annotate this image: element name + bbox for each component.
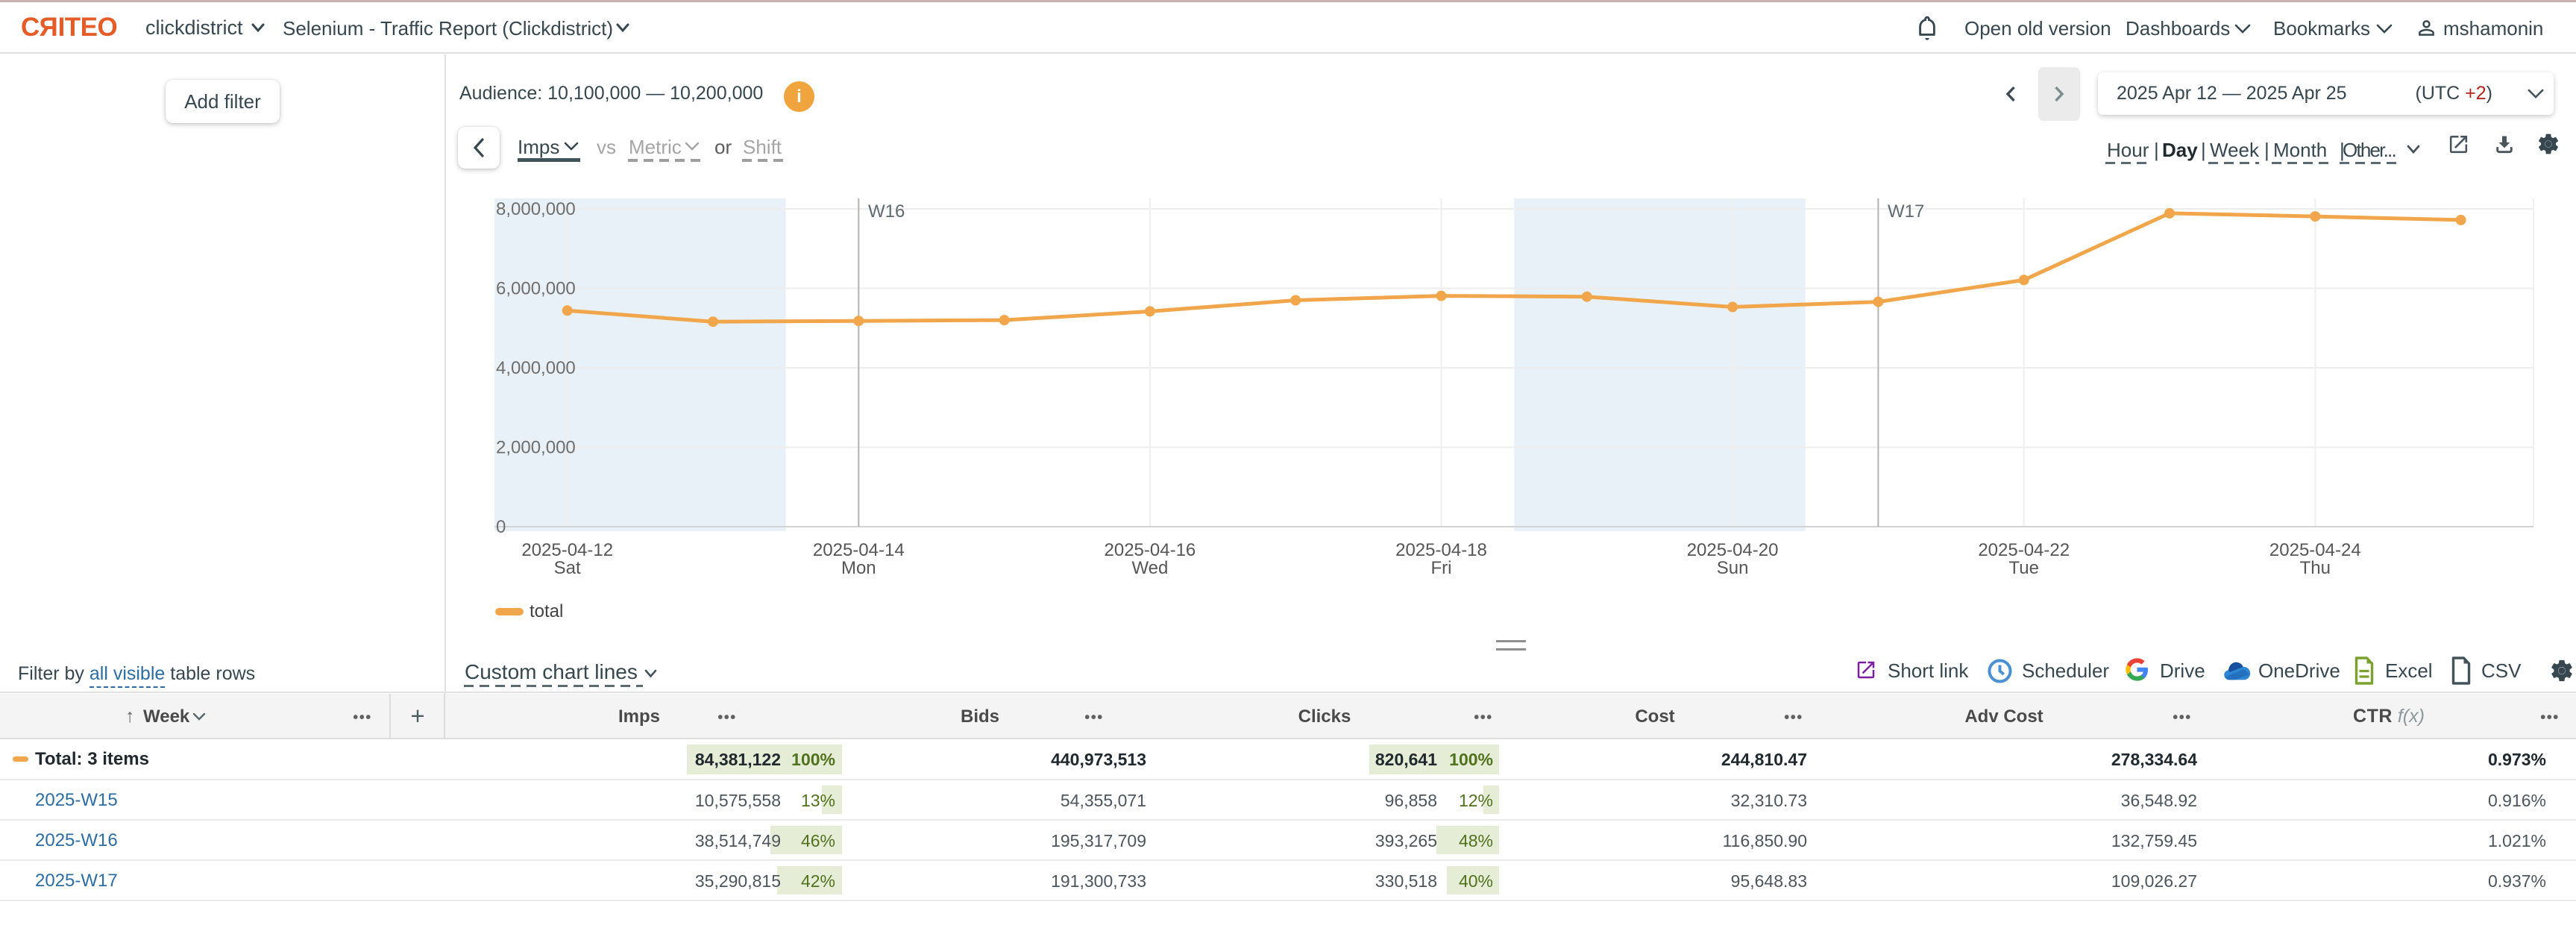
svg-text:W17: W17 xyxy=(1888,201,1924,222)
svg-text:6,000,000: 6,000,000 xyxy=(496,279,576,299)
svg-text:2025-04-18: 2025-04-18 xyxy=(1395,540,1487,560)
svg-text:Wed: Wed xyxy=(1131,558,1168,578)
svg-text:4,000,000: 4,000,000 xyxy=(496,358,576,378)
svg-text:Sat: Sat xyxy=(554,558,581,578)
svg-text:Thu: Thu xyxy=(2300,558,2331,578)
svg-text:2,000,000: 2,000,000 xyxy=(496,438,576,458)
svg-text:2025-04-20: 2025-04-20 xyxy=(1687,540,1779,560)
svg-text:2025-04-12: 2025-04-12 xyxy=(521,540,613,560)
svg-text:2025-04-22: 2025-04-22 xyxy=(1978,540,2070,560)
svg-text:W16: W16 xyxy=(868,201,905,222)
svg-text:Mon: Mon xyxy=(841,558,876,578)
svg-text:2025-04-16: 2025-04-16 xyxy=(1105,540,1196,560)
svg-text:8,000,000: 8,000,000 xyxy=(496,199,576,219)
svg-text:0: 0 xyxy=(496,517,506,537)
svg-text:Tue: Tue xyxy=(2008,558,2038,578)
svg-text:Sun: Sun xyxy=(1717,558,1749,578)
svg-text:Fri: Fri xyxy=(1431,558,1452,578)
svg-text:2025-04-24: 2025-04-24 xyxy=(2269,540,2361,560)
svg-text:2025-04-14: 2025-04-14 xyxy=(813,540,905,560)
